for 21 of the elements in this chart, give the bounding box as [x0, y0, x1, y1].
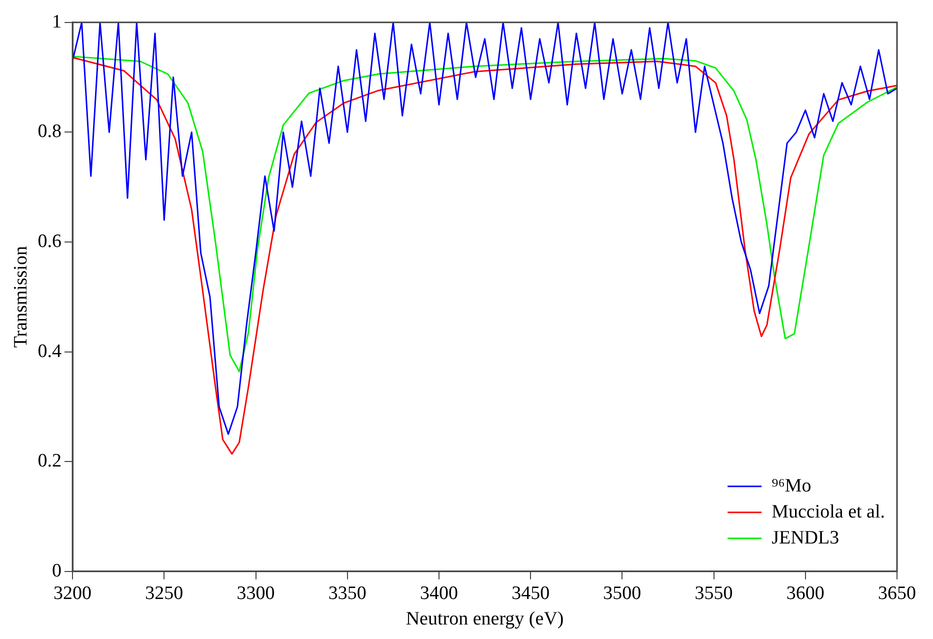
x-tick-label: 3400	[420, 582, 458, 604]
y-axis-title: Transmission	[10, 246, 32, 348]
x-tick-label: 3450	[512, 582, 550, 604]
y-tick-label: 0.6	[38, 230, 62, 252]
legend-label: JENDL3	[772, 527, 840, 548]
y-tick-label: 1	[52, 11, 62, 32]
y-tick-label: 0.2	[38, 450, 62, 472]
y-tick-label: 0.4	[38, 340, 62, 362]
x-tick-label: 3250	[145, 582, 184, 604]
legend-label: Mucciola et al.	[772, 501, 886, 522]
x-tick-label: 3350	[328, 582, 366, 604]
x-tick-label: 3600	[786, 582, 824, 604]
y-tick-label: 0.8	[38, 121, 62, 142]
x-tick-label: 3200	[54, 582, 92, 604]
legend-label: ⁹⁶Mo	[772, 475, 812, 496]
x-tick-label: 3650	[878, 582, 916, 604]
x-tick-label: 3300	[236, 582, 275, 604]
x-tick-label: 3550	[694, 582, 733, 604]
y-tick-label: 0	[52, 560, 62, 582]
x-axis-title: Neutron energy (eV)	[406, 608, 564, 630]
x-tick-label: 3500	[603, 582, 642, 604]
